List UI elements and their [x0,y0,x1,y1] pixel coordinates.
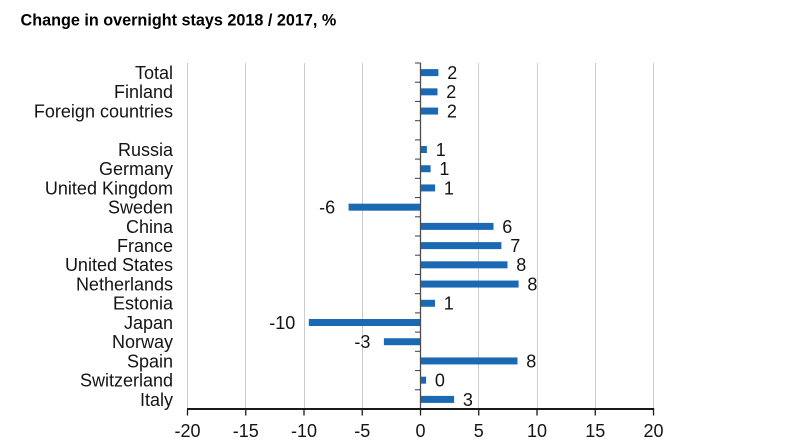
svg-text:-20: -20 [174,421,200,441]
svg-text:0: 0 [415,421,425,441]
svg-text:-5: -5 [354,421,370,441]
svg-text:1: 1 [436,140,446,160]
svg-text:Japan: Japan [124,313,173,333]
svg-text:2: 2 [447,101,457,121]
svg-text:Finland: Finland [114,82,173,102]
svg-text:15: 15 [585,421,605,441]
svg-text:Norway: Norway [112,332,173,352]
svg-text:3: 3 [463,390,473,410]
svg-text:-15: -15 [233,421,259,441]
svg-text:Switzerland: Switzerland [80,371,173,391]
svg-text:China: China [126,217,174,237]
svg-text:-3: -3 [354,332,370,352]
svg-text:2: 2 [446,82,456,102]
svg-text:5: 5 [474,421,484,441]
svg-text:Germany: Germany [99,159,173,179]
svg-text:United States: United States [65,255,173,275]
svg-text:8: 8 [516,255,526,275]
svg-text:10: 10 [527,421,547,441]
svg-text:8: 8 [527,274,537,294]
svg-text:-10: -10 [291,421,317,441]
svg-text:7: 7 [510,236,520,256]
svg-text:1: 1 [444,294,454,314]
svg-text:2: 2 [447,63,457,83]
svg-text:6: 6 [502,217,512,237]
svg-text:Italy: Italy [140,390,173,410]
svg-text:1: 1 [439,159,449,179]
svg-text:8: 8 [526,351,536,371]
svg-text:-10: -10 [269,313,295,333]
svg-text:Total: Total [135,63,173,83]
svg-text:Estonia: Estonia [113,294,174,314]
svg-text:Foreign countries: Foreign countries [34,101,173,121]
svg-text:1: 1 [444,178,454,198]
svg-text:20: 20 [643,421,663,441]
svg-text:-6: -6 [319,198,335,218]
svg-text:Netherlands: Netherlands [76,274,173,294]
svg-text:0: 0 [435,371,445,391]
svg-text:United Kingdom: United Kingdom [45,178,173,198]
svg-text:Spain: Spain [127,351,173,371]
svg-text:Russia: Russia [118,140,174,160]
svg-text:Sweden: Sweden [108,198,173,218]
svg-text:Change in overnight stays 2018: Change in overnight stays 2018 / 2017, % [21,11,337,29]
svg-text:France: France [117,236,173,256]
